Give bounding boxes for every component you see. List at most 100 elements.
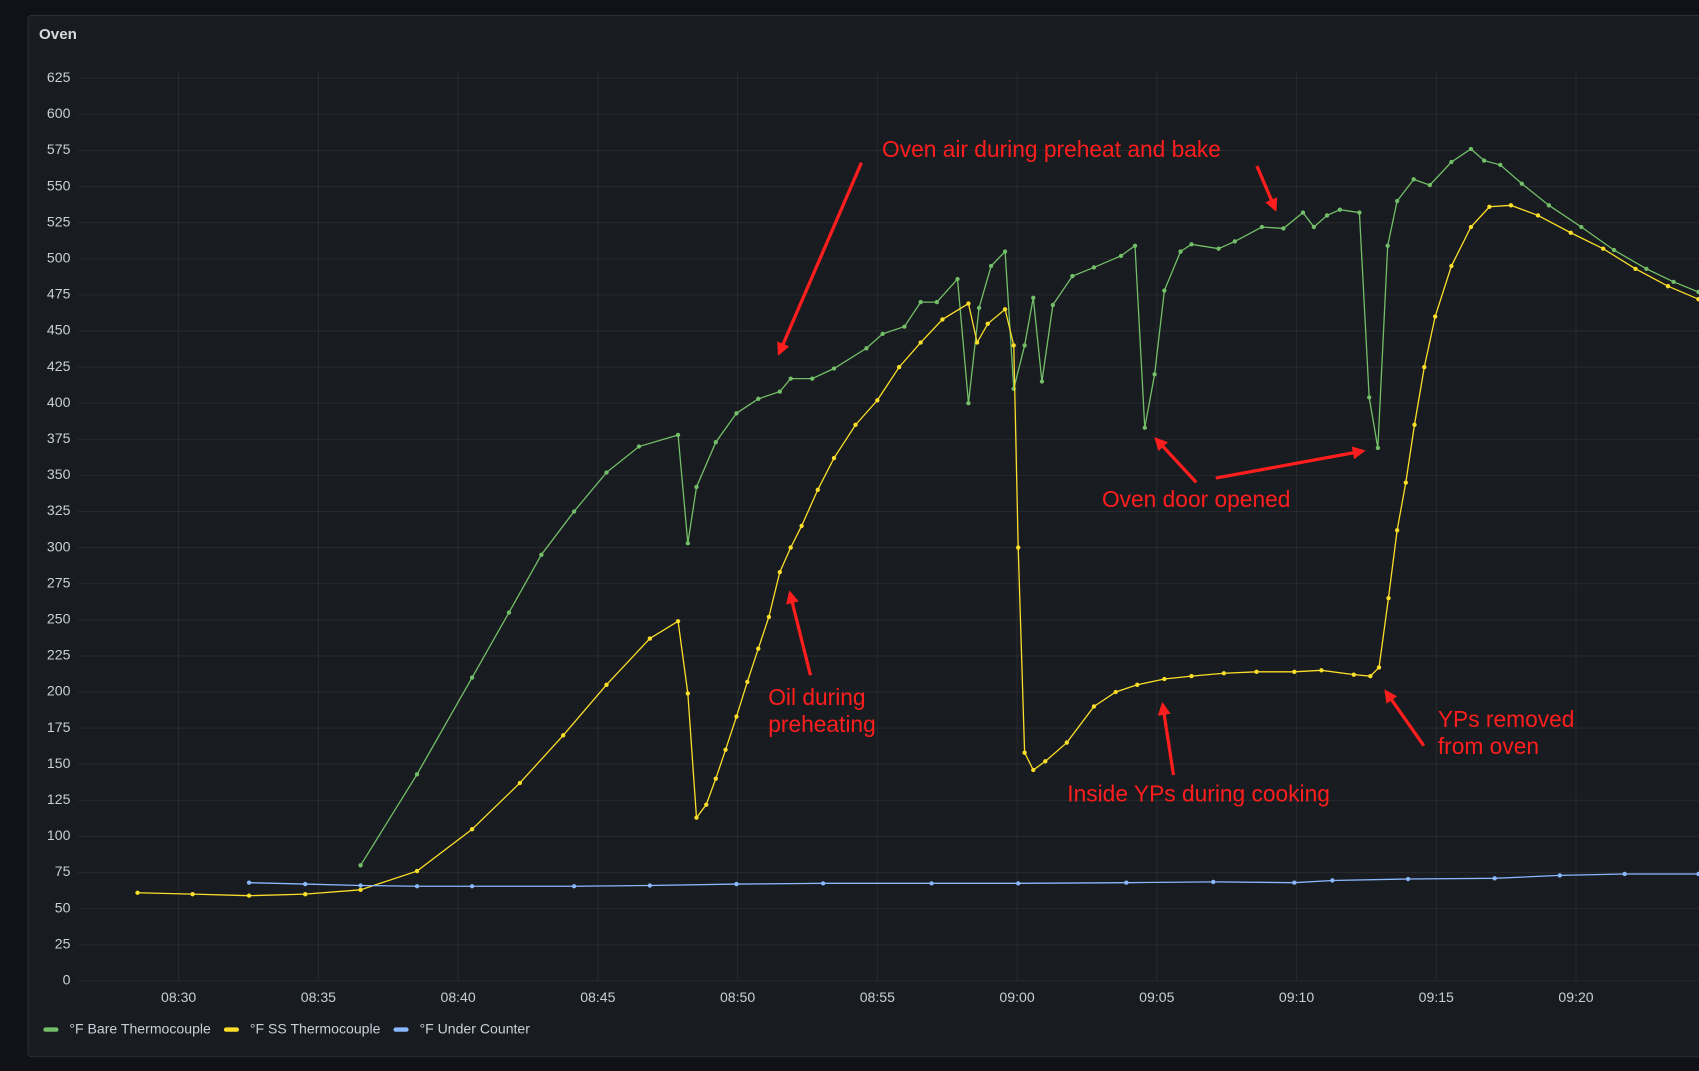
data-point: [604, 682, 609, 687]
data-point: [1600, 246, 1606, 251]
series-line: [360, 148, 1699, 866]
data-point: [1368, 673, 1373, 679]
data-point: [1351, 672, 1357, 677]
data-point: [1232, 239, 1237, 244]
data-point: [1468, 146, 1474, 152]
x-tick-label: 08:45: [580, 989, 615, 1005]
data-point: [358, 863, 363, 868]
data-point: [1411, 177, 1416, 182]
data-point: [517, 780, 523, 786]
data-point: [831, 366, 837, 371]
data-point: [745, 679, 750, 685]
x-tick-label: 09:00: [999, 989, 1034, 1005]
data-point: [414, 884, 420, 889]
data-point: [571, 509, 577, 514]
data-point: [1091, 704, 1097, 709]
chart-title: Oven: [39, 26, 77, 43]
y-tick-label: 325: [47, 502, 71, 518]
y-tick-label: 500: [47, 249, 71, 265]
data-point: [966, 301, 971, 306]
data-point: [976, 305, 982, 311]
y-tick-label: 150: [47, 755, 71, 771]
data-point: [1412, 422, 1417, 428]
data-point: [1403, 480, 1408, 485]
data-point: [246, 893, 252, 898]
y-tick-label: 450: [47, 322, 71, 338]
data-point: [1330, 878, 1335, 883]
arrow: [1255, 165, 1278, 212]
data-point: [1124, 880, 1129, 885]
annotation: Oven door opened: [1102, 486, 1290, 512]
data-point: [1022, 343, 1027, 348]
data-point: [1357, 210, 1362, 215]
data-point: [1568, 230, 1573, 235]
legend-swatch: [393, 1027, 409, 1032]
data-point: [1070, 273, 1075, 279]
data-point: [966, 401, 971, 406]
y-tick-label: 225: [47, 647, 71, 663]
data-point: [1633, 266, 1638, 272]
data-point: [694, 484, 699, 490]
data-point: [1162, 288, 1167, 293]
data-point: [1254, 669, 1259, 674]
arrow: [1154, 437, 1198, 484]
legend-label: °F Bare Thermocouple: [69, 1020, 211, 1036]
data-point: [1696, 297, 1699, 302]
data-point: [1221, 671, 1227, 676]
data-point: [756, 396, 761, 402]
data-point: [880, 331, 885, 337]
data-point: [1064, 740, 1069, 745]
y-tick-label: 25: [55, 935, 71, 951]
legend-label: °F SS Thermocouple: [250, 1020, 381, 1036]
data-point: [934, 299, 940, 305]
x-tick-label: 09:10: [1279, 989, 1314, 1005]
data-point: [1031, 295, 1036, 300]
data-point: [675, 619, 681, 624]
data-point: [1644, 266, 1649, 272]
data-point: [675, 432, 681, 438]
data-point: [988, 263, 994, 269]
data-point: [1468, 224, 1474, 230]
data-point: [974, 340, 980, 345]
data-point: [1385, 243, 1390, 248]
data-point: [694, 815, 699, 820]
data-point: [1405, 876, 1411, 882]
data-point: [1189, 242, 1194, 247]
x-tick-label: 08:35: [301, 989, 336, 1005]
data-point: [1324, 213, 1330, 218]
data-point: [820, 881, 826, 886]
data-point: [647, 636, 652, 641]
data-point: [853, 422, 858, 428]
data-point: [777, 389, 782, 394]
data-point: [636, 444, 642, 449]
data-point: [1281, 226, 1286, 231]
data-point: [1449, 159, 1454, 165]
data-point: [734, 881, 739, 887]
data-point: [303, 892, 308, 897]
data-point: [734, 411, 739, 416]
data-point: [1696, 871, 1699, 877]
annotation: Oil during: [768, 684, 865, 710]
data-point: [713, 776, 718, 781]
data-point: [135, 890, 140, 895]
data-point: [539, 552, 544, 557]
data-point: [1622, 871, 1627, 877]
y-tick-label: 175: [47, 719, 71, 735]
arrow: [1215, 446, 1366, 480]
data-point: [506, 610, 512, 615]
data-point: [1696, 289, 1699, 295]
data-point: [864, 346, 869, 351]
data-point: [955, 276, 960, 282]
data-point: [1091, 265, 1097, 270]
data-point: [1162, 676, 1167, 682]
y-tick-label: 125: [47, 791, 71, 807]
data-point: [1002, 249, 1008, 254]
arrow: [1157, 701, 1176, 776]
y-tick-label: 75: [55, 863, 71, 879]
y-tick-label: 250: [47, 611, 71, 627]
y-tick-label: 100: [47, 827, 71, 843]
data-point: [414, 868, 420, 874]
y-tick-label: 275: [47, 574, 71, 590]
data-point: [1579, 224, 1584, 230]
